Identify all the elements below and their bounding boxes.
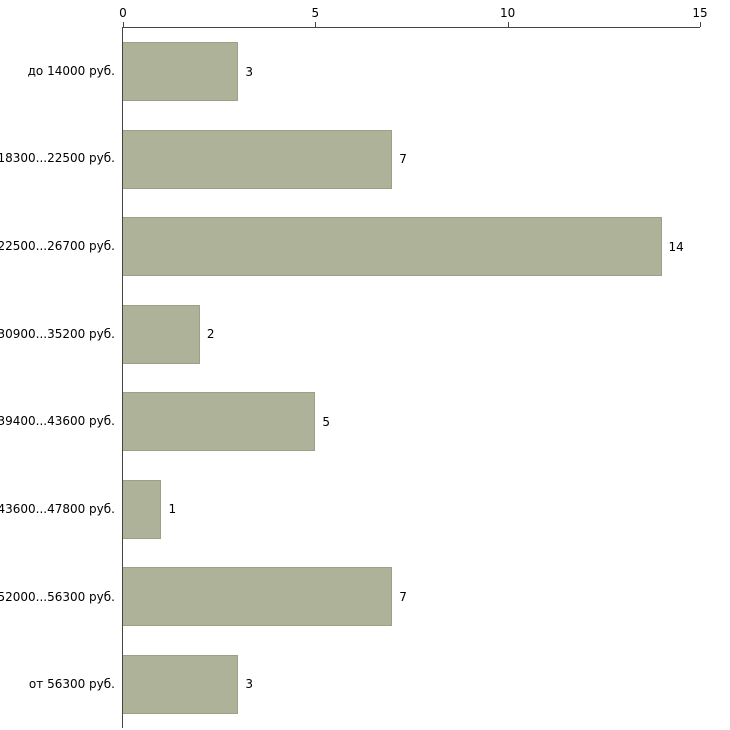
bar xyxy=(123,304,200,364)
bar xyxy=(123,217,662,277)
category-label: 30900...35200 руб. xyxy=(0,326,115,341)
x-axis-tick-label: 15 xyxy=(692,6,708,20)
value-label: 1 xyxy=(168,502,177,517)
bar xyxy=(123,42,239,102)
plot-area: 0 5 10 15 3 7 14 2 5 1 7 3 xyxy=(119,6,708,729)
category-label: от 56300 руб. xyxy=(28,677,115,692)
value-label: 7 xyxy=(399,589,407,604)
x-axis-tick-label: 10 xyxy=(500,6,516,20)
bar-row: 2 xyxy=(123,291,700,379)
x-axis-tick xyxy=(315,22,317,27)
bar-row: 3 xyxy=(123,641,700,729)
bar-row: 3 xyxy=(123,28,700,116)
value-label: 2 xyxy=(206,327,215,342)
category-label: 43600...47800 руб. xyxy=(0,501,115,516)
bar-row: 1 xyxy=(123,466,700,554)
bar xyxy=(123,392,316,452)
bar xyxy=(123,567,393,627)
chart-body: до 14000 руб. 18300...22500 руб. 22500...2… xyxy=(0,6,730,729)
bar xyxy=(123,654,239,714)
value-label: 3 xyxy=(245,677,254,692)
bar-row: 14 xyxy=(123,203,700,291)
bar xyxy=(123,479,162,539)
x-axis-tick xyxy=(700,22,701,27)
category-label: 52000...56300 руб. xyxy=(0,589,115,604)
x-axis-tick-label: 0 xyxy=(119,6,127,20)
category-axis: до 14000 руб. 18300...22500 руб. 22500...2… xyxy=(0,27,122,728)
bar xyxy=(123,129,393,189)
value-label: 3 xyxy=(245,64,254,79)
bar-row: 5 xyxy=(123,378,700,466)
x-axis-tick-label: 5 xyxy=(311,6,320,20)
bar-row: 7 xyxy=(123,116,700,204)
x-axis-tick xyxy=(123,22,124,27)
value-label: 7 xyxy=(399,152,407,167)
category-label: 18300...22500 руб. xyxy=(0,151,115,166)
category-label: 39400...43600 руб. xyxy=(0,414,115,429)
value-label: 14 xyxy=(668,239,684,254)
category-label: до 14000 руб. xyxy=(27,63,115,78)
category-label: 22500...26700 руб. xyxy=(0,239,115,254)
value-label: 5 xyxy=(322,414,330,429)
x-axis-tick xyxy=(507,22,509,27)
bar-row: 7 xyxy=(123,553,700,641)
